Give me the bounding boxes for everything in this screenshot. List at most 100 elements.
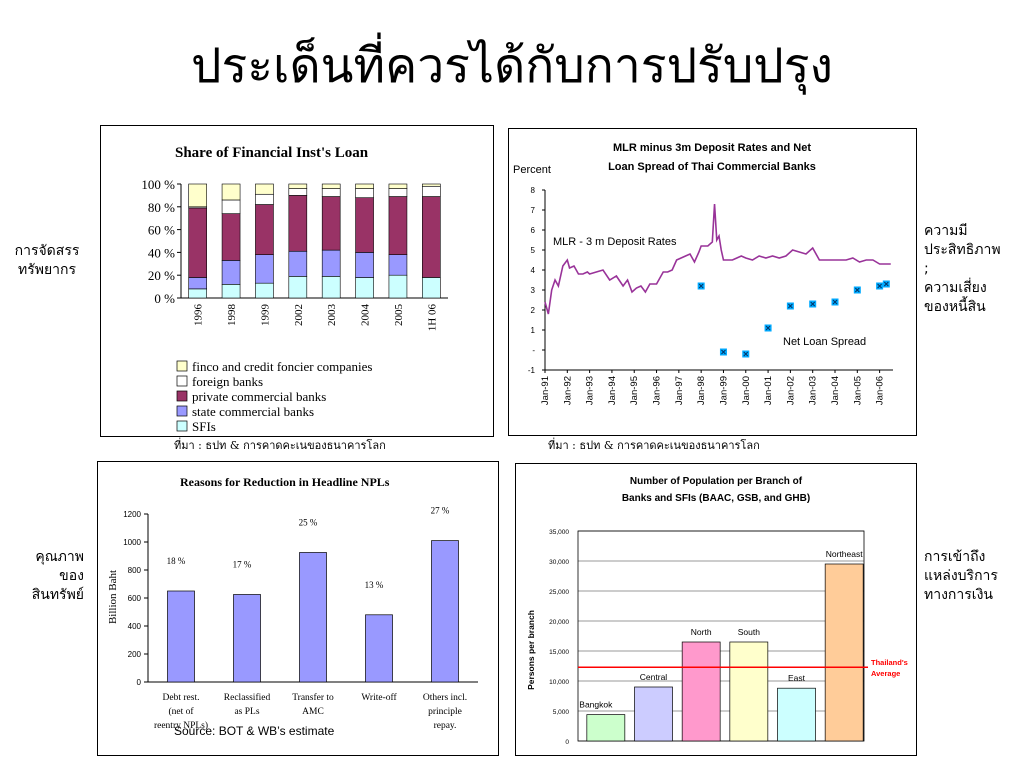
legend-swatch <box>176 420 188 432</box>
spread-marker-x <box>877 283 882 289</box>
chart-title: Number of Population per Branch of <box>630 476 803 487</box>
data-label: 17 % <box>233 560 252 570</box>
data-label: 13 % <box>365 580 384 590</box>
y-tick-label: 5,000 <box>553 709 570 716</box>
x-tick-label: 1996 <box>193 304 205 327</box>
right-label-efficiency-risk: ความมี ประสิทธิภาพ ; ความเสี่ยง ของหนี้ส… <box>924 222 1024 317</box>
y-tick-label: 20 % <box>148 268 175 283</box>
label-line: การจัดสรร <box>14 243 80 259</box>
source-note-3: Source: BOT & WB’s estimate <box>174 724 335 738</box>
region-label: Northeast <box>826 549 863 559</box>
source-note-2: ที่มา : ธปท & การคาดคะเนของธนาคารโลก <box>548 439 760 452</box>
series-label-mlr: MLR - 3 m Deposit Rates <box>553 236 677 248</box>
legend-swatch <box>176 375 188 387</box>
bar-segment <box>255 193 274 205</box>
x-tick-label: Jan-06 <box>875 376 886 405</box>
label-line: ทรัพยากร <box>17 262 77 278</box>
bar-segment <box>321 188 341 197</box>
chart-title: Share of Financial Inst's Loan <box>175 145 369 161</box>
label-line: ของหนี้สิน <box>924 299 986 315</box>
x-tick-label: 1999 <box>259 304 271 327</box>
bar-segment <box>388 274 408 299</box>
chart-title: MLR minus 3m Deposit Rates and Net <box>613 142 811 154</box>
bar-segment <box>221 213 241 261</box>
x-tick-label: 1998 <box>226 304 238 327</box>
y-tick-label: 0 % <box>154 291 175 306</box>
x-tick-label: Jan-04 <box>830 376 841 405</box>
bar-segment <box>355 277 374 299</box>
y-tick-label: 80 % <box>148 200 175 215</box>
x-tick-label: Jan-05 <box>852 376 863 405</box>
region-bar <box>777 687 816 742</box>
spread-marker-x <box>743 351 749 357</box>
y-tick-label: 200 <box>128 650 142 659</box>
y-tick-label: 5 <box>531 246 536 255</box>
x-tick-label: Jan-96 <box>652 376 663 405</box>
region-bar <box>634 686 673 742</box>
bar-segment <box>188 277 207 290</box>
region-bar <box>729 641 769 742</box>
legend-label: private commercial banks <box>192 389 326 404</box>
bar-segment <box>255 204 274 255</box>
x-tick-label: 2003 <box>326 304 338 327</box>
spread-marker-x <box>765 325 771 331</box>
branch-chart-panel: Number of Population per Branch of Banks … <box>515 463 917 756</box>
y-tick-label: 800 <box>128 566 142 575</box>
npl-bar <box>167 590 195 683</box>
bar-segment <box>388 188 408 197</box>
bar-segment <box>355 252 374 278</box>
label-line: ประสิทธิภาพ <box>924 242 1001 258</box>
npl-bar <box>299 552 327 683</box>
y-tick-label: 25,000 <box>549 589 569 596</box>
x-tick-label: as PLs <box>234 707 259 717</box>
x-tick-label: Reclassified <box>224 692 271 703</box>
chart-title: Banks and SFIs (BAAC, GSB, and GHB) <box>622 493 810 504</box>
y-tick-label: 2 <box>531 306 536 315</box>
bar-segment <box>221 284 241 299</box>
y-tick-label: 0 <box>137 678 142 687</box>
x-tick-label: 2004 <box>360 304 372 327</box>
bar-segment <box>188 288 207 299</box>
x-tick-label: Write-off <box>361 692 397 703</box>
bar-segment <box>188 183 207 208</box>
left-label-asset-quality: คุณภาพ ของ สินทรัพย์ <box>8 548 84 605</box>
spread-marker-x <box>832 299 838 305</box>
average-label: Average <box>871 669 900 678</box>
x-tick-label: Jan-95 <box>629 376 640 405</box>
region-bar <box>586 714 626 742</box>
bar-segment <box>255 282 274 299</box>
bar-segment <box>288 195 308 252</box>
data-label: 25 % <box>299 518 318 528</box>
spread-marker-x <box>810 301 816 307</box>
y-tick-label: 1 <box>531 326 536 335</box>
bar-segment <box>355 183 374 189</box>
y-tick-label: 20,000 <box>549 619 569 626</box>
y-tick-label: 1200 <box>123 510 141 519</box>
npl-chart: Reasons for Reduction in Headline NPLs Bi… <box>107 475 478 731</box>
region-bar <box>824 563 864 742</box>
region-label: East <box>788 673 806 683</box>
bar-segment <box>355 197 374 253</box>
label-line: ทางการเงิน <box>924 587 993 603</box>
left-label-resource-allocation: การจัดสรร ทรัพยากร <box>8 242 86 280</box>
region-label: Central <box>640 672 668 682</box>
bar-segment <box>221 183 241 201</box>
bar-segment <box>422 196 441 278</box>
spread-marker-x <box>883 281 889 287</box>
y-tick-label: 15,000 <box>549 649 569 656</box>
x-tick-label: Jan-01 <box>763 376 774 405</box>
label-line: แหล่งบริการ <box>924 568 998 584</box>
mlr-line <box>544 203 891 315</box>
region-bar <box>681 641 721 742</box>
mlr-chart: MLR minus 3m Deposit Rates and Net Loan S… <box>513 142 893 405</box>
x-tick-label: 2002 <box>293 304 305 326</box>
x-tick-label: Others incl. <box>423 693 467 703</box>
y-tick-label: 40 % <box>148 245 175 260</box>
bar-segment <box>422 277 441 299</box>
x-tick-label: Jan-91 <box>540 376 551 405</box>
legend-label: finco and credit foncier companies <box>192 359 372 374</box>
plot-frame <box>577 530 865 742</box>
data-label: 27 % <box>431 506 450 516</box>
legend-label: SFIs <box>192 419 216 434</box>
x-tick-label: Jan-93 <box>585 376 596 405</box>
